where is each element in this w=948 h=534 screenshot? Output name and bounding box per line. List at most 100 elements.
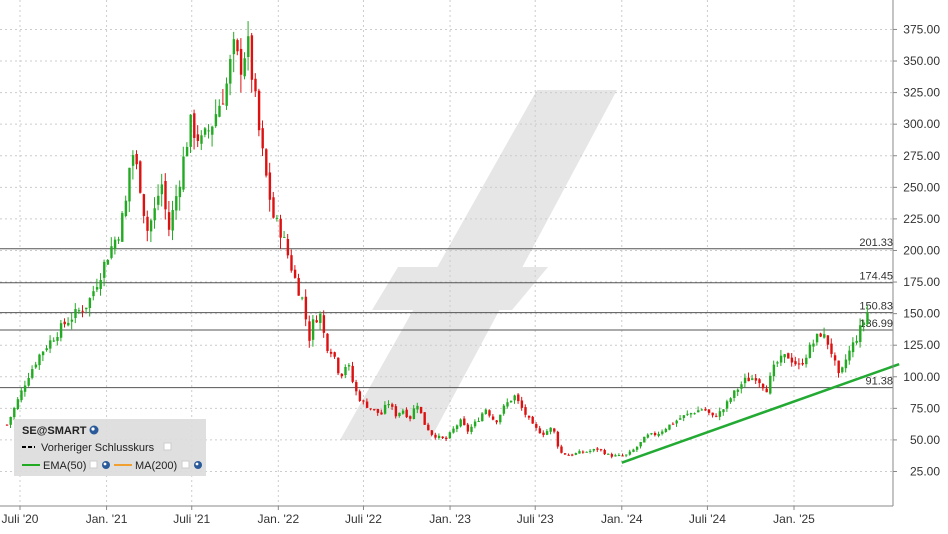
y-tick-label: 100.00 bbox=[903, 370, 940, 384]
y-tick-label: 300.00 bbox=[903, 117, 940, 131]
candle bbox=[103, 259, 106, 287]
candle bbox=[56, 332, 59, 346]
candle bbox=[535, 421, 538, 431]
candle bbox=[463, 416, 466, 426]
candle bbox=[391, 402, 394, 410]
candle bbox=[646, 433, 650, 439]
candle bbox=[211, 125, 214, 147]
candle bbox=[221, 88, 225, 105]
candle bbox=[337, 357, 340, 376]
y-tick-label: 75.00 bbox=[910, 401, 940, 415]
candle bbox=[196, 125, 200, 148]
candle bbox=[333, 351, 336, 359]
candle bbox=[369, 408, 372, 411]
candle bbox=[383, 401, 387, 415]
prev-close-checkbox[interactable] bbox=[163, 442, 172, 451]
candle bbox=[398, 412, 401, 418]
horizontal-line-label: 201.33 bbox=[859, 237, 893, 249]
candle bbox=[772, 360, 776, 382]
candle bbox=[423, 412, 426, 425]
candle bbox=[31, 365, 34, 380]
candle bbox=[257, 88, 261, 137]
candle bbox=[160, 173, 164, 207]
candle bbox=[139, 160, 142, 194]
candle bbox=[567, 453, 570, 456]
candle bbox=[855, 335, 858, 345]
candle bbox=[124, 195, 128, 218]
globe-icon[interactable] bbox=[102, 461, 110, 469]
x-tick-label: Jan. '21 bbox=[86, 512, 128, 526]
candle bbox=[41, 351, 45, 362]
candlesticks bbox=[5, 21, 869, 459]
candle bbox=[761, 383, 765, 391]
candle bbox=[128, 167, 131, 213]
candle bbox=[657, 431, 660, 438]
candle bbox=[445, 436, 448, 442]
candle bbox=[329, 348, 333, 358]
globe-icon[interactable] bbox=[194, 461, 202, 469]
y-tick-label: 225.00 bbox=[903, 212, 940, 226]
candle bbox=[185, 142, 189, 157]
candle bbox=[859, 318, 862, 348]
candle bbox=[517, 393, 520, 404]
candle bbox=[70, 312, 74, 330]
candle bbox=[344, 364, 347, 379]
candle bbox=[574, 452, 578, 456]
candle bbox=[866, 305, 869, 327]
candle bbox=[617, 453, 621, 457]
candle bbox=[815, 333, 819, 346]
candle bbox=[23, 380, 27, 397]
candle bbox=[178, 180, 182, 211]
candle bbox=[610, 452, 614, 459]
x-tick-label: Juli '23 bbox=[517, 512, 554, 526]
candle bbox=[232, 31, 236, 73]
candle bbox=[736, 388, 740, 397]
globe-icon[interactable] bbox=[89, 425, 99, 435]
candle bbox=[596, 447, 599, 452]
candle bbox=[448, 431, 452, 439]
candle bbox=[243, 52, 246, 80]
candle bbox=[340, 373, 344, 379]
candle bbox=[556, 430, 560, 449]
candle bbox=[63, 318, 66, 328]
candle bbox=[725, 399, 729, 412]
candle bbox=[149, 218, 153, 243]
candle bbox=[851, 337, 855, 358]
candle bbox=[812, 339, 815, 353]
candle bbox=[758, 378, 761, 388]
candle bbox=[304, 289, 308, 327]
x-tick-label: Juli '21 bbox=[173, 512, 210, 526]
candle bbox=[88, 297, 92, 317]
candle bbox=[293, 265, 297, 279]
candle bbox=[718, 407, 722, 421]
candle bbox=[387, 400, 390, 409]
candle bbox=[675, 419, 678, 427]
candle bbox=[146, 210, 149, 242]
candle bbox=[214, 99, 218, 128]
candle bbox=[326, 332, 329, 354]
candle bbox=[729, 397, 732, 404]
candle bbox=[427, 422, 430, 431]
candle bbox=[376, 408, 380, 416]
candle bbox=[585, 451, 588, 453]
candle bbox=[621, 453, 624, 457]
candle bbox=[419, 406, 423, 414]
candle bbox=[571, 453, 574, 457]
candle bbox=[711, 412, 714, 418]
candle bbox=[261, 120, 264, 157]
ema-checkbox[interactable] bbox=[89, 460, 98, 469]
candle bbox=[765, 385, 768, 393]
candle bbox=[607, 453, 610, 455]
candle bbox=[416, 402, 419, 414]
horizontal-line-label: 174.45 bbox=[859, 271, 893, 283]
candle bbox=[628, 449, 632, 456]
candle bbox=[81, 305, 84, 318]
ma-checkbox[interactable] bbox=[181, 460, 190, 469]
candle bbox=[319, 311, 322, 331]
candle bbox=[625, 454, 628, 458]
candle bbox=[513, 394, 516, 404]
candle bbox=[268, 162, 272, 212]
candle bbox=[848, 345, 851, 365]
candle bbox=[362, 399, 365, 405]
candle bbox=[743, 373, 747, 388]
